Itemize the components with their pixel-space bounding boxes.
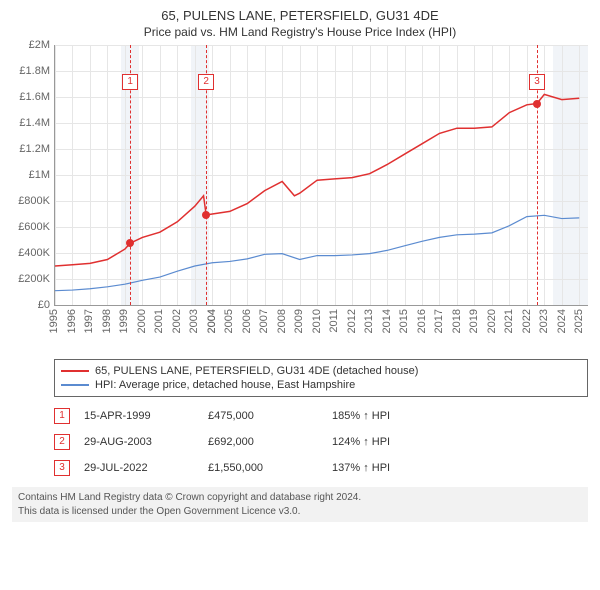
attribution-footer: Contains HM Land Registry data © Crown c… (12, 487, 588, 522)
x-tick-label: 2022 (521, 309, 533, 333)
legend-item: HPI: Average price, detached house, East… (61, 378, 581, 392)
x-tick-label: 2021 (503, 309, 515, 333)
x-tick-label: 2005 (223, 309, 235, 333)
x-tick-label: 2023 (538, 309, 550, 333)
x-tick-label: 2024 (556, 309, 568, 333)
y-tick-label: £1.2M (19, 143, 50, 155)
event-row: 1 15-APR-1999 £475,000 185% ↑ HPI (54, 403, 588, 429)
legend-label: 65, PULENS LANE, PETERSFIELD, GU31 4DE (… (95, 365, 418, 377)
series-line-property (55, 94, 579, 266)
event-hpi: 185% ↑ HPI (332, 410, 588, 422)
legend-label: HPI: Average price, detached house, East… (95, 379, 355, 391)
y-tick-label: £800K (18, 195, 50, 207)
legend-swatch (61, 370, 89, 372)
x-tick-label: 2008 (276, 309, 288, 333)
chart-title-main: 65, PULENS LANE, PETERSFIELD, GU31 4DE (6, 8, 594, 23)
event-date: 15-APR-1999 (84, 410, 194, 422)
x-tick-label: 2009 (293, 309, 305, 333)
y-tick-label: £1.4M (19, 117, 50, 129)
legend: 65, PULENS LANE, PETERSFIELD, GU31 4DE (… (54, 359, 588, 397)
series-line-hpi (55, 215, 579, 290)
x-tick-label: 1997 (83, 309, 95, 333)
y-tick-label: £600K (18, 221, 50, 233)
plot-region: 1 2 3 (54, 45, 588, 306)
y-tick-label: £1.8M (19, 65, 50, 77)
x-tick-label: 2001 (153, 309, 165, 333)
x-tick-label: 1999 (118, 309, 130, 333)
y-tick-label: £1.6M (19, 91, 50, 103)
x-tick-label: 2000 (136, 309, 148, 333)
event-date: 29-JUL-2022 (84, 462, 194, 474)
gridline-h (55, 305, 588, 306)
x-tick-label: 2015 (398, 309, 410, 333)
legend-item: 65, PULENS LANE, PETERSFIELD, GU31 4DE (… (61, 364, 581, 378)
y-tick-label: £1M (29, 169, 50, 181)
event-table: 1 15-APR-1999 £475,000 185% ↑ HPI 2 29-AUG-20… (54, 403, 588, 481)
event-hpi: 137% ↑ HPI (332, 462, 588, 474)
footer-line: This data is licensed under the Open Gov… (18, 505, 582, 519)
x-tick-label: 2013 (363, 309, 375, 333)
event-marker-box: 1 (122, 74, 138, 90)
x-tick-label: 1998 (101, 309, 113, 333)
x-tick-label: 2007 (258, 309, 270, 333)
event-index: 2 (54, 434, 70, 450)
event-marker-box: 2 (198, 74, 214, 90)
event-price: £475,000 (208, 410, 318, 422)
x-tick-label: 2017 (433, 309, 445, 333)
event-index: 1 (54, 408, 70, 424)
x-tick-label: 2002 (171, 309, 183, 333)
legend-swatch (61, 384, 89, 386)
y-tick-label: £200K (18, 273, 50, 285)
event-row: 2 29-AUG-2003 £692,000 124% ↑ HPI (54, 429, 588, 455)
x-tick-label: 2018 (451, 309, 463, 333)
y-tick-label: £400K (18, 247, 50, 259)
x-tick-label: 2025 (573, 309, 585, 333)
event-index: 3 (54, 460, 70, 476)
footer-line: Contains HM Land Registry data © Crown c… (18, 491, 582, 505)
chart-title-sub: Price paid vs. HM Land Registry's House … (6, 25, 594, 39)
chart-title-block: 65, PULENS LANE, PETERSFIELD, GU31 4DE P… (6, 8, 594, 39)
series-dot (202, 211, 210, 219)
x-tick-label: 2004 (206, 309, 218, 333)
x-tick-label: 2020 (486, 309, 498, 333)
series-dot (533, 100, 541, 108)
x-tick-label: 2010 (311, 309, 323, 333)
x-tick-label: 2011 (328, 309, 340, 333)
chart-area: £0£200K£400K£600K£800K£1M£1.2M£1.4M£1.6M… (6, 45, 594, 355)
event-date: 29-AUG-2003 (84, 436, 194, 448)
event-row: 3 29-JUL-2022 £1,550,000 137% ↑ HPI (54, 455, 588, 481)
event-marker-box: 3 (529, 74, 545, 90)
y-axis: £0£200K£400K£600K£800K£1M£1.2M£1.4M£1.6M… (6, 45, 54, 355)
event-price: £1,550,000 (208, 462, 318, 474)
x-axis: 1995199619971998199920002001200220032004… (54, 307, 588, 355)
x-tick-label: 1996 (66, 309, 78, 333)
event-price: £692,000 (208, 436, 318, 448)
y-tick-label: £2M (29, 39, 50, 51)
x-tick-label: 2006 (241, 309, 253, 333)
x-tick-label: 1995 (48, 309, 60, 333)
series-dot (126, 239, 134, 247)
x-tick-label: 2003 (188, 309, 200, 333)
event-hpi: 124% ↑ HPI (332, 436, 588, 448)
x-tick-label: 2016 (416, 309, 428, 333)
x-tick-label: 2014 (381, 309, 393, 333)
x-tick-label: 2019 (468, 309, 480, 333)
x-tick-label: 2012 (346, 309, 358, 333)
